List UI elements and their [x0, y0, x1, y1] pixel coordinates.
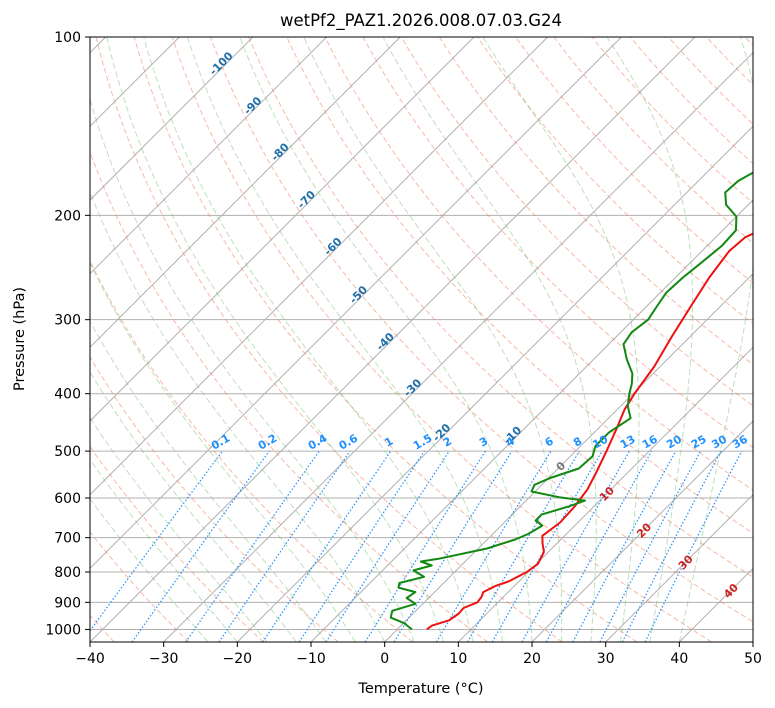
dry-adiabat-line [591, 37, 753, 204]
dry-adiabat-line [95, 37, 563, 642]
isotherm-line [90, 37, 696, 642]
chart-title: wetPf2_PAZ1.2026.008.07.03.G24 [280, 11, 562, 31]
isotherm-line [531, 420, 753, 642]
pressure-gridlines [90, 37, 753, 630]
dry-adiabat-line [553, 37, 753, 244]
moist-adiabat-line [90, 261, 356, 642]
isotherm-line [90, 37, 549, 496]
profile-series [389, 171, 753, 631]
x-tick-label: −40 [75, 651, 105, 667]
moist-adiabat-line [90, 458, 238, 642]
isotherm-line [384, 272, 753, 642]
moist-adiabat-line [239, 37, 533, 642]
dry-adiabat-line [90, 356, 339, 642]
isotherm-line [90, 37, 401, 349]
temperature-profile [426, 232, 753, 631]
moist-adiabat-line [90, 497, 209, 642]
mixing-ratio-line-0.2 [131, 450, 270, 642]
mixing-ratio-line-20 [572, 450, 677, 642]
moist-adiabat-line [90, 370, 297, 642]
y-tick-label: 100 [54, 30, 81, 46]
moist-adiabat-line [143, 37, 474, 642]
dry-adiabat-line [477, 37, 753, 325]
moist-adiabat-line [90, 97, 415, 642]
moist-adiabat-line [106, 37, 445, 642]
dry-adiabat-line [133, 37, 638, 642]
dewpoint-profile [389, 171, 753, 631]
moist-adiabat-line [303, 37, 563, 642]
isotherm-line [90, 37, 254, 201]
dry-adiabat-line [171, 37, 712, 642]
dry-adiabat-line [90, 259, 414, 642]
isotherm-line [90, 37, 328, 275]
moist-adiabat-line [678, 37, 753, 642]
dry-adiabat-line [286, 37, 753, 534]
isotherm-lines [90, 37, 753, 642]
moist-adiabat-line [90, 190, 386, 642]
moist-adiabat-line [90, 416, 268, 642]
moist-adiabat-line [382, 37, 597, 642]
mixing-ratio-lines [90, 450, 743, 642]
y-tick-label: 900 [54, 595, 81, 611]
plot-area: -100-90-80-70-60-50-40-30-20 -10 10203040… [90, 37, 753, 642]
mixing-ratio-line-0.1 [90, 450, 223, 632]
y-tick-label: 200 [54, 208, 81, 224]
y-axis-label: Pressure (hPa) [12, 287, 28, 391]
dry-adiabat-line [400, 37, 753, 407]
y-tick-label: 500 [54, 444, 81, 460]
isotherm-line [457, 346, 753, 642]
mixing-ratio-line-0.4 [185, 450, 320, 642]
x-tick-label: −30 [149, 651, 179, 667]
x-tick-label: −20 [223, 651, 253, 667]
mixing-ratio-line-2 [325, 450, 450, 642]
x-axis-label: Temperature (°C) [357, 681, 483, 697]
mixing-ratio-line-25 [599, 450, 702, 642]
dry-adiabat-line [324, 37, 753, 491]
x-tick-label: 40 [670, 651, 688, 667]
y-tick-label: 1000 [45, 622, 81, 638]
dry-adiabat-line [248, 37, 753, 578]
y-tick-label: 800 [54, 565, 81, 581]
isotherm-line [90, 37, 622, 570]
x-tick-label: 10 [449, 651, 467, 667]
y-tick-label: 400 [54, 387, 81, 403]
isotherm-line [90, 37, 475, 422]
x-axis-ticks: −40 −30 −20 −10 0 10 20 30 40 50 [75, 642, 762, 667]
mixing-ratio-line-36 [644, 450, 743, 642]
mixing-ratio-line-30 [621, 450, 722, 642]
x-tick-label: −10 [296, 651, 326, 667]
moist-adiabat-line [482, 37, 640, 642]
mixing-ratio-line-3 [364, 450, 486, 642]
dry-adiabat-lines [90, 37, 753, 642]
mixing-ratio-line-16 [545, 450, 653, 642]
plot-frame [89, 36, 754, 643]
moist-adiabat-lines [90, 37, 753, 642]
mixing-ratio-line-1.5 [298, 450, 425, 642]
isotherm-line [163, 51, 753, 642]
y-tick-label: 300 [54, 313, 81, 329]
y-axis-ticks: 100 200 300 400 500 600 700 800 900 1000 [45, 30, 90, 638]
mixing-ratio-line-10 [491, 450, 603, 642]
y-tick-label: 700 [54, 531, 81, 547]
moist-adiabat-line [606, 37, 694, 642]
x-tick-label: 20 [523, 651, 541, 667]
x-tick-label: 0 [380, 651, 389, 667]
mixing-ratio-line-13 [521, 450, 631, 642]
mixing-ratio-line-0.6 [218, 450, 351, 642]
isotherm-line [605, 493, 753, 642]
dry-adiabat-line [90, 150, 488, 642]
dry-adiabat-line [90, 531, 190, 642]
x-tick-label: 50 [744, 651, 762, 667]
dry-adiabat-line [438, 37, 753, 366]
mixing-ratio-line-4 [393, 450, 513, 642]
isotherm-line [236, 125, 753, 642]
dry-adiabat-line [210, 37, 753, 623]
y-tick-label: 600 [54, 491, 81, 507]
dry-adiabat-line [362, 37, 753, 449]
x-tick-label: 30 [597, 651, 615, 667]
moist-adiabat-line [187, 37, 503, 642]
